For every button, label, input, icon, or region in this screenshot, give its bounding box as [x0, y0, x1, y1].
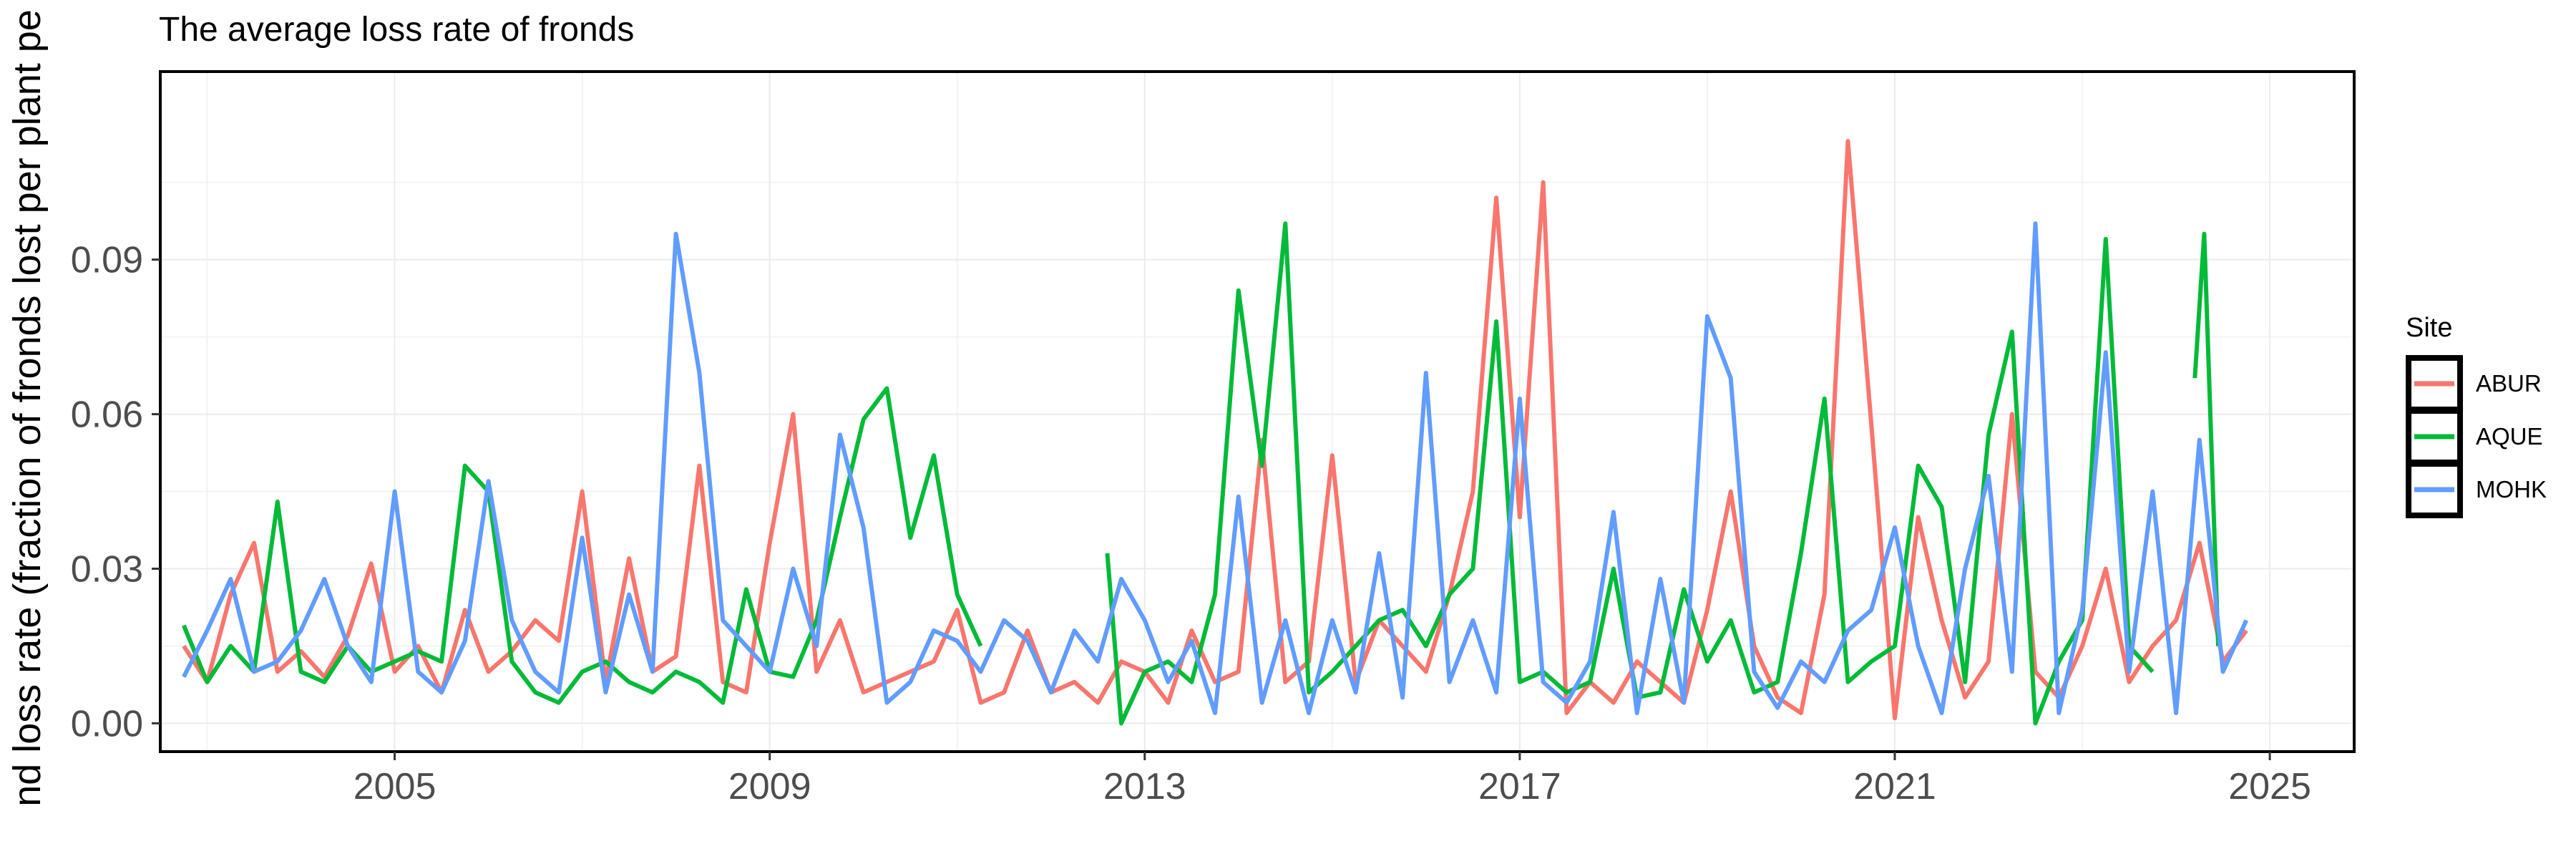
y-tick-label: 0.00 — [71, 703, 143, 744]
axes: 2005 2009 2013 2017 2021 2025 0.00 0.03 0.06 0.09 — [71, 240, 2311, 807]
x-tick-label: 2017 — [1478, 766, 1561, 807]
chart-title: The average loss rate of fronds — [159, 11, 634, 49]
x-tick-label: 2021 — [1853, 766, 1936, 807]
legend-label: MOHK — [2476, 476, 2547, 503]
legend-title: Site — [2406, 313, 2452, 343]
x-tick-label: 2005 — [353, 766, 436, 807]
legend-label: AQUE — [2476, 423, 2543, 450]
series-lines — [182, 139, 2249, 726]
series-line-abur — [182, 139, 2248, 721]
legend-label: ABUR — [2476, 370, 2542, 397]
x-tick-label: 2013 — [1103, 766, 1186, 807]
plot-panel-border — [159, 70, 2356, 753]
x-tick-label: 2009 — [728, 766, 811, 807]
x-tick-label: 2025 — [2228, 766, 2311, 807]
y-tick-label: 0.03 — [71, 549, 143, 591]
series-line-aque — [182, 221, 2220, 726]
series-line-mohk — [182, 221, 2249, 715]
y-tick-label: 0.06 — [71, 394, 143, 436]
legend: Site ABUR AQUE MOHK — [2406, 313, 2547, 518]
y-tick-label: 0.09 — [71, 240, 143, 281]
y-axis-label: nd loss rate (fraction of fronds lost pe… — [6, 9, 49, 807]
